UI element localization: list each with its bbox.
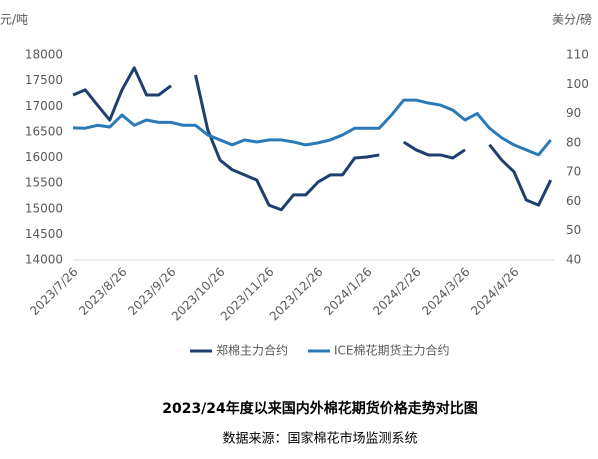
series-line — [72, 66, 172, 122]
y-tick-label: 14000 — [25, 253, 63, 267]
x-tick-label: 2023/9/26 — [125, 265, 178, 318]
legend-label: ICE棉花期货主力合约 — [334, 343, 450, 358]
y-tick-label: 17500 — [25, 73, 63, 87]
chart-title: 2023/24年度以来国内外棉花期货价格走势对比图 — [162, 400, 478, 417]
x-tick-label: 2024/4/26 — [468, 265, 521, 318]
y2-tick-label: 90 — [566, 106, 581, 120]
y-tick-label: 16500 — [25, 124, 63, 138]
y2-tick-label: 40 — [566, 253, 581, 267]
y2-tick-label: 80 — [566, 135, 581, 149]
y2-axis-label: 美分/磅 — [552, 12, 592, 27]
series-line — [194, 74, 380, 212]
x-tick-label: 2023/8/26 — [76, 265, 129, 318]
x-tick-label: 2024/1/26 — [321, 265, 374, 318]
y-tick-label: 16000 — [25, 150, 63, 164]
x-tick-label: 2024/3/26 — [419, 265, 472, 318]
legend-label: 郑棉主力合约 — [216, 343, 288, 358]
y-tick-label: 15500 — [25, 176, 63, 190]
y-tick-label: 17000 — [25, 99, 63, 113]
x-tick-label: 2024/2/26 — [370, 265, 423, 318]
y-axis-label: 元/吨 — [0, 13, 28, 27]
y-tick-label: 15000 — [25, 201, 63, 215]
y2-tick-label: 110 — [566, 48, 589, 62]
y2-tick-label: 100 — [566, 77, 589, 91]
y2-tick-label: 70 — [566, 165, 581, 179]
y-tick-label: 18000 — [25, 48, 63, 62]
y-tick-label: 14500 — [25, 227, 63, 241]
source: 数据来源：国家棉花市场监测系统 — [222, 431, 417, 447]
y2-tick-label: 60 — [566, 194, 581, 208]
x-tick-label: 2023/7/26 — [27, 265, 80, 318]
series-line — [402, 140, 466, 160]
series-line — [72, 98, 552, 157]
y2-tick-label: 50 — [566, 223, 581, 237]
series-line — [488, 143, 553, 207]
x-tick-label: 2023/12/26 — [267, 265, 326, 324]
